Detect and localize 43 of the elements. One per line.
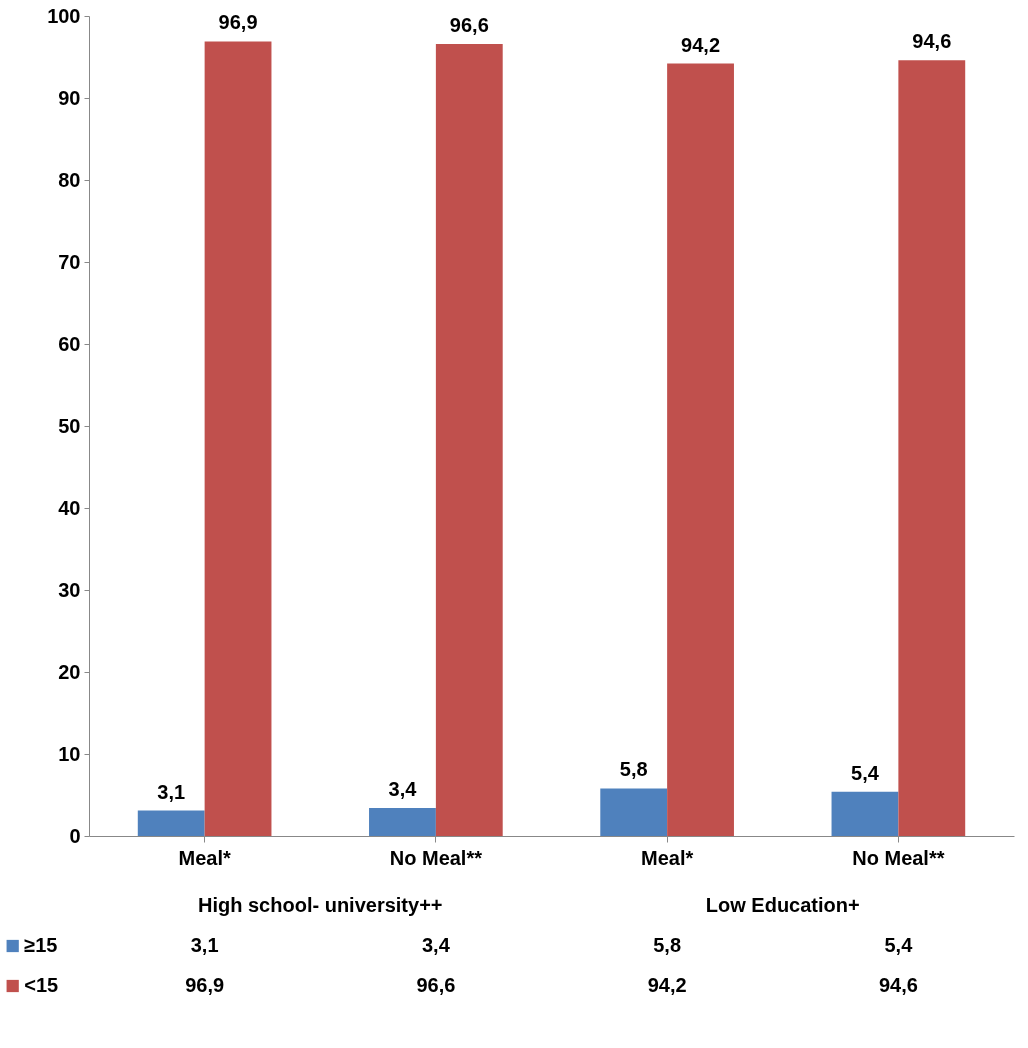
text: 5,8 [619,758,648,781]
data-label: 94,2 [647,974,687,996]
data-label: 5,4 [884,934,914,956]
bar [831,791,899,836]
y-tick-label: 0 [69,824,81,847]
y-tick-label: 20 [58,660,81,683]
text: 94,2 [681,33,721,56]
bar [435,43,503,836]
y-tick-label: 50 [58,414,81,437]
text: Low Education+ [705,894,860,916]
data-label: 3,4 [421,934,451,956]
text: 96,6 [449,13,489,36]
y-tick-label: 30 [58,578,81,601]
data-label: 3,1 [190,934,219,956]
data-label: 96,6 [416,974,456,996]
text: 3,1 [157,780,186,803]
text: 3,4 [388,778,417,801]
bar [369,808,436,836]
bar [667,63,734,836]
x-tick-label: Meal* [641,846,694,869]
x-tick-label: No Meal** [852,846,945,869]
data-label: 94,6 [878,974,918,996]
x-tick-label: Meal* [178,846,231,869]
y-tick-label: 80 [58,168,81,191]
y-tick-label: 100 [47,4,81,27]
x-tick-label: No Meal** [389,846,483,869]
data-label: 96,9 [185,974,225,996]
y-tick-label: 70 [58,250,81,273]
legend-label: ≥15 [24,934,58,956]
y-tick-label: 40 [58,496,81,519]
text: 96,9 [218,11,258,34]
text: 94,6 [912,30,952,53]
bar [137,810,205,836]
bar [898,60,966,836]
bar [600,788,668,836]
text: 5,4 [851,761,879,784]
y-tick-label: 10 [58,742,81,765]
text: High school- university++ [197,894,443,916]
y-tick-label: 90 [58,86,81,109]
bar [204,41,272,836]
y-tick-label: 60 [58,332,81,355]
data-label: 5,8 [653,934,682,956]
legend-label: <15 [24,974,59,996]
